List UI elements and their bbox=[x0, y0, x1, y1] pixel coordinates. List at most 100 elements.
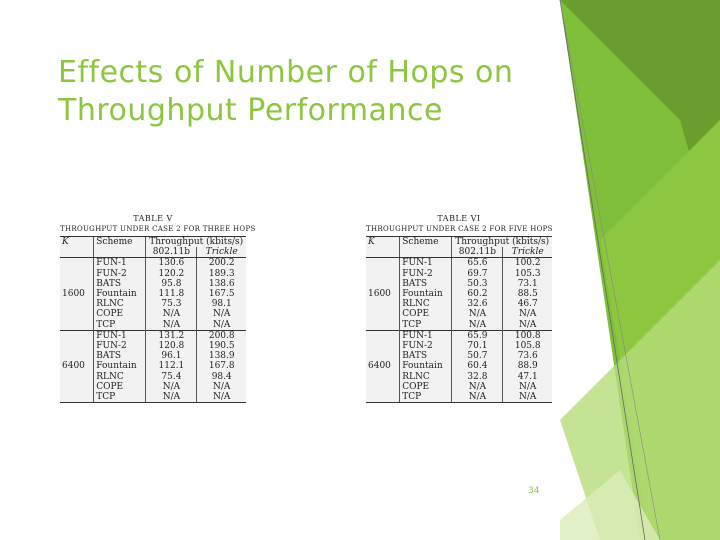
throughput-table: K Scheme Throughput (kbits/s) 802.11b Tr… bbox=[366, 236, 552, 403]
k-cell bbox=[366, 279, 400, 289]
trickle-cell: N/A bbox=[502, 309, 552, 320]
scheme-cell: Fountain bbox=[93, 361, 146, 372]
table-row: 1600 Fountain 60.2 88.5 bbox=[366, 288, 552, 300]
trickle-cell: 190.5 bbox=[196, 340, 246, 352]
table-caption: THROUGHPUT UNDER CASE 2 FOR THREE HOPS bbox=[60, 225, 256, 233]
scheme-cell: FUN-2 bbox=[399, 340, 452, 352]
k-cell bbox=[60, 341, 94, 351]
k-cell bbox=[60, 309, 94, 319]
table-row: COPE N/A N/A bbox=[60, 381, 246, 392]
802-11b-cell: 69.7 bbox=[451, 268, 503, 279]
802-11b-cell: 130.6 bbox=[145, 257, 197, 269]
table-row: FUN-1 65.9 100.8 bbox=[366, 329, 552, 341]
table-three-hops: TABLE V THROUGHPUT UNDER CASE 2 FOR THRE… bbox=[60, 214, 256, 403]
trickle-cell: 167.8 bbox=[196, 361, 246, 372]
table-row: TCP N/A N/A bbox=[366, 391, 552, 403]
table-row: RLNC 32.8 47.1 bbox=[366, 371, 552, 382]
scheme-cell: COPE bbox=[399, 381, 452, 392]
header-throughput: Throughput (kbits/s) bbox=[451, 236, 552, 248]
scheme-cell: FUN-2 bbox=[93, 268, 146, 279]
table-row: 6400 Fountain 60.4 88.9 bbox=[366, 361, 552, 372]
k-cell bbox=[366, 371, 400, 381]
header-k: K bbox=[366, 236, 400, 248]
802-11b-cell: 65.9 bbox=[451, 329, 503, 341]
header-scheme-blank bbox=[93, 247, 146, 259]
scheme-cell: BATS bbox=[399, 278, 452, 289]
table-row: 1600 Fountain 111.8 167.5 bbox=[60, 288, 246, 300]
scheme-cell: FUN-2 bbox=[93, 340, 146, 352]
k-cell: 1600 bbox=[368, 289, 391, 300]
trickle-cell: 138.6 bbox=[196, 278, 246, 289]
scheme-cell: TCP bbox=[399, 319, 452, 331]
k-cell: 6400 bbox=[62, 361, 85, 372]
802-11b-cell: 50.7 bbox=[451, 351, 503, 362]
scheme-cell: TCP bbox=[399, 391, 452, 403]
802-11b-cell: N/A bbox=[451, 309, 503, 320]
trickle-cell: 47.1 bbox=[502, 371, 552, 382]
green-band-pale bbox=[560, 470, 660, 540]
table-caption: THROUGHPUT UNDER CASE 2 FOR FIVE HOPS bbox=[366, 225, 553, 233]
trickle-cell: 98.1 bbox=[196, 299, 246, 310]
scheme-cell: FUN-1 bbox=[93, 257, 146, 269]
table-row: RLNC 75.3 98.1 bbox=[60, 299, 246, 310]
table-row: FUN-2 120.2 189.3 bbox=[60, 268, 246, 279]
trickle-cell: N/A bbox=[196, 309, 246, 320]
table-row: RLNC 32.6 46.7 bbox=[366, 299, 552, 310]
scheme-cell: Fountain bbox=[399, 288, 452, 300]
trickle-cell: 138.9 bbox=[196, 351, 246, 362]
k-cell bbox=[366, 269, 400, 279]
802-11b-cell: N/A bbox=[451, 319, 503, 331]
trickle-cell: 100.8 bbox=[502, 329, 552, 341]
header-scheme: Scheme bbox=[93, 236, 146, 248]
trickle-cell: N/A bbox=[196, 381, 246, 392]
header-k-blank bbox=[366, 247, 400, 259]
trickle-cell: 98.4 bbox=[196, 371, 246, 382]
scheme-cell: RLNC bbox=[93, 299, 146, 310]
scheme-cell: RLNC bbox=[399, 371, 452, 382]
header-k: K bbox=[60, 236, 94, 248]
table-row: FUN-2 69.7 105.3 bbox=[366, 268, 552, 279]
802-11b-cell: 112.1 bbox=[145, 361, 197, 372]
table-row: FUN-1 130.6 200.2 bbox=[60, 257, 246, 269]
k-cell bbox=[60, 382, 94, 392]
trickle-cell: N/A bbox=[196, 391, 246, 403]
k-cell bbox=[60, 299, 94, 309]
trickle-cell: 88.5 bbox=[502, 288, 552, 300]
table-row: FUN-1 65.6 100.2 bbox=[366, 257, 552, 269]
802-11b-cell: 32.8 bbox=[451, 371, 503, 382]
scheme-cell: FUN-2 bbox=[399, 268, 452, 279]
trickle-cell: 88.9 bbox=[502, 361, 552, 372]
green-band-light bbox=[560, 260, 720, 540]
k-cell bbox=[60, 279, 94, 289]
thin-diagonal-line-2 bbox=[559, 0, 661, 540]
trickle-cell: 46.7 bbox=[502, 299, 552, 310]
scheme-cell: FUN-1 bbox=[399, 329, 452, 341]
trickle-cell: 73.6 bbox=[502, 351, 552, 362]
802-11b-cell: 50.3 bbox=[451, 278, 503, 289]
k-cell bbox=[366, 258, 400, 269]
table-row: COPE N/A N/A bbox=[60, 309, 246, 320]
scheme-cell: Fountain bbox=[93, 288, 146, 300]
802-11b-cell: 96.1 bbox=[145, 351, 197, 362]
throughput-table: K Scheme Throughput (kbits/s) 802.11b Tr… bbox=[60, 236, 246, 403]
trickle-cell: 105.3 bbox=[502, 268, 552, 279]
scheme-cell: COPE bbox=[93, 309, 146, 320]
scheme-cell: COPE bbox=[93, 381, 146, 392]
table-row: TCP N/A N/A bbox=[366, 319, 552, 331]
scheme-cell: TCP bbox=[93, 391, 146, 403]
scheme-cell: BATS bbox=[399, 351, 452, 362]
scheme-cell: RLNC bbox=[93, 371, 146, 382]
header-throughput: Throughput (kbits/s) bbox=[145, 236, 246, 248]
trickle-cell: 73.1 bbox=[502, 278, 552, 289]
802-11b-cell: 111.8 bbox=[145, 288, 197, 300]
header-802-11b: 802.11b bbox=[451, 247, 503, 259]
table-body: FUN-1 65.6 100.2 FUN-2 69.7 105.3 BATS 50.3 73.1… bbox=[366, 257, 552, 403]
scheme-cell: COPE bbox=[399, 309, 452, 320]
scheme-cell: FUN-1 bbox=[93, 329, 146, 341]
table-row: BATS 50.7 73.6 bbox=[366, 351, 552, 362]
scheme-cell: Fountain bbox=[399, 361, 452, 372]
802-11b-cell: 120.2 bbox=[145, 268, 197, 279]
table-row: COPE N/A N/A bbox=[366, 381, 552, 392]
k-cell bbox=[60, 320, 94, 331]
